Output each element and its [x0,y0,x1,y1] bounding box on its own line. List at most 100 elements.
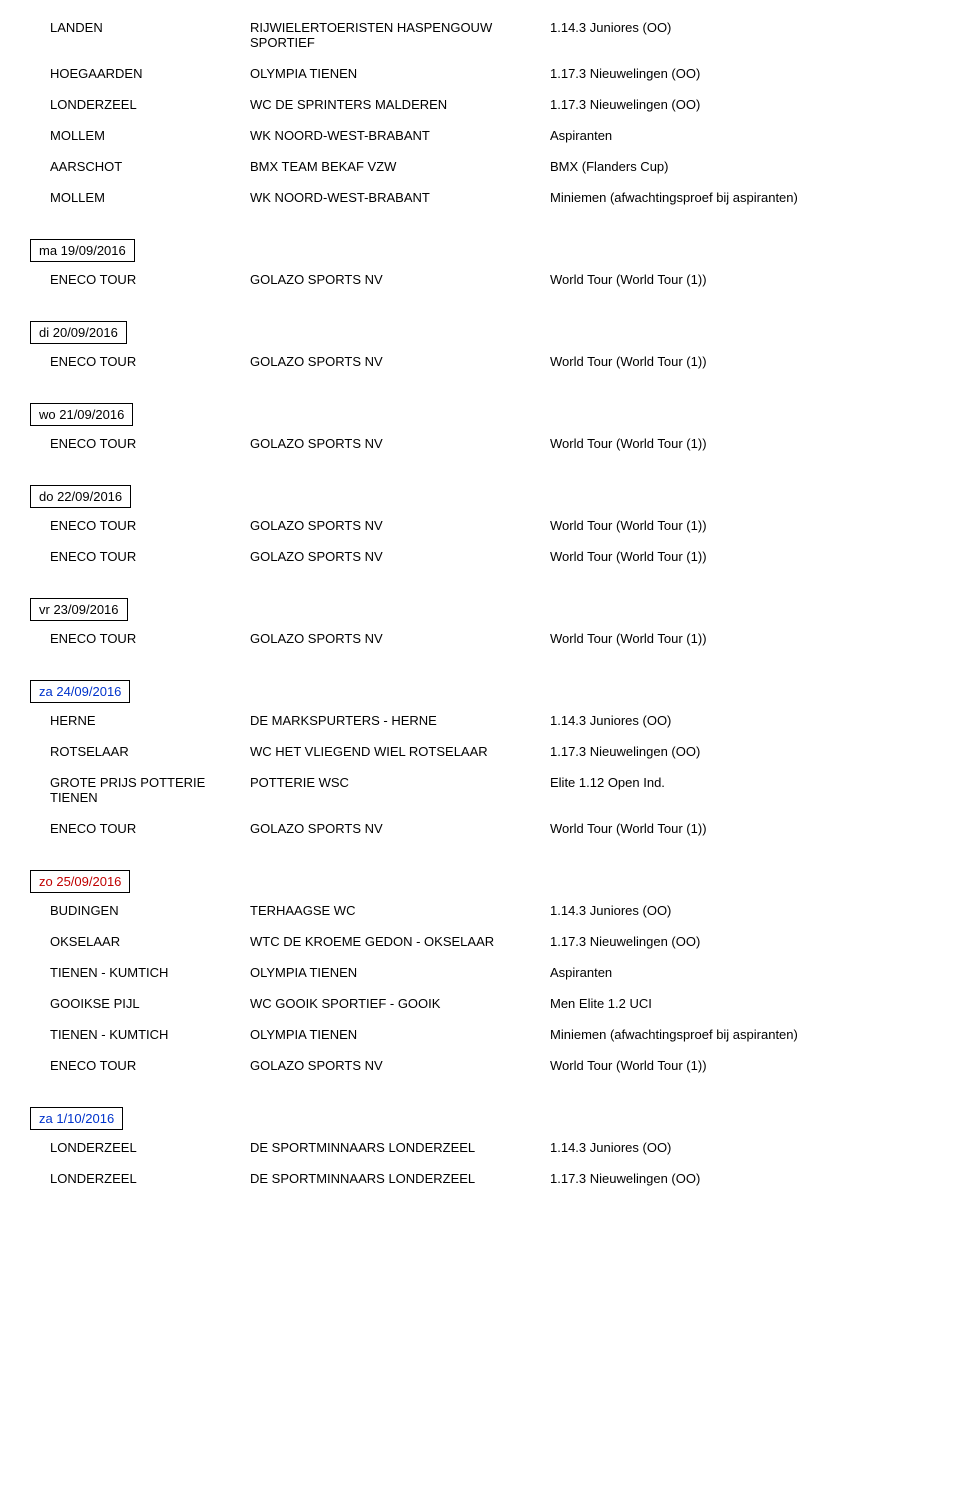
col-organizer: BMX TEAM BEKAF VZW [250,159,550,174]
table-row: LONDERZEELDE SPORTMINNAARS LONDERZEEL1.1… [30,1140,930,1155]
date-section: za 1/10/2016LONDERZEELDE SPORTMINNAARS L… [30,1089,930,1186]
col-location: HERNE [30,713,250,728]
table-row: ENECO TOURGOLAZO SPORTS NVWorld Tour (Wo… [30,518,930,533]
col-category: 1.17.3 Nieuwelingen (OO) [550,934,930,949]
col-location: HOEGAARDEN [30,66,250,81]
date-header: do 22/09/2016 [30,485,131,508]
col-category: 1.17.3 Nieuwelingen (OO) [550,744,930,759]
table-row: HOEGAARDENOLYMPIA TIENEN1.17.3 Nieuwelin… [30,66,930,81]
col-location: TIENEN - KUMTICH [30,965,250,980]
table-row: TIENEN - KUMTICHOLYMPIA TIENENMiniemen (… [30,1027,930,1042]
date-section: wo 21/09/2016 ENECO TOURGOLAZO SPORTS NVW… [30,385,930,451]
col-location: MOLLEM [30,128,250,143]
col-organizer: GOLAZO SPORTS NV [250,821,550,836]
col-category: Aspiranten [550,128,930,143]
col-category: World Tour (World Tour (1)) [550,518,930,533]
col-category: World Tour (World Tour (1)) [550,631,930,646]
col-location: BUDINGEN [30,903,250,918]
table-row: HERNEDE MARKSPURTERS - HERNE1.14.3 Junio… [30,713,930,728]
table-row: GROTE PRIJS POTTERIE TIENENPOTTERIE WSCE… [30,775,930,805]
date-header: vr 23/09/2016 [30,598,128,621]
date-header: wo 21/09/2016 [30,403,133,426]
col-location: ENECO TOUR [30,1058,250,1073]
col-organizer: GOLAZO SPORTS NV [250,518,550,533]
col-category: World Tour (World Tour (1)) [550,272,930,287]
col-organizer: WK NOORD-WEST-BRABANT [250,128,550,143]
table-row: ROTSELAARWC HET VLIEGEND WIEL ROTSELAAR1… [30,744,930,759]
col-category: 1.14.3 Juniores (OO) [550,1140,930,1155]
col-organizer: WC HET VLIEGEND WIEL ROTSELAAR [250,744,550,759]
col-organizer: OLYMPIA TIENEN [250,965,550,980]
col-category: World Tour (World Tour (1)) [550,436,930,451]
col-organizer: GOLAZO SPORTS NV [250,631,550,646]
col-organizer: WC GOOIK SPORTIEF - GOOIK [250,996,550,1011]
col-organizer: WC DE SPRINTERS MALDEREN [250,97,550,112]
table-row: BUDINGENTERHAAGSE WC1.14.3 Juniores (OO) [30,903,930,918]
date-header: zo 25/09/2016 [30,870,130,893]
col-organizer: OLYMPIA TIENEN [250,1027,550,1042]
col-organizer: GOLAZO SPORTS NV [250,549,550,564]
table-row: GOOIKSE PIJLWC GOOIK SPORTIEF - GOOIKMen… [30,996,930,1011]
col-category: Aspiranten [550,965,930,980]
col-category: BMX (Flanders Cup) [550,159,930,174]
col-organizer: DE SPORTMINNAARS LONDERZEEL [250,1140,550,1155]
date-section: za 24/09/2016 HERNEDE MARKSPURTERS - HERN… [30,662,930,836]
col-organizer: GOLAZO SPORTS NV [250,1058,550,1073]
date-section: di 20/09/2016 ENECO TOURGOLAZO SPORTS NVW… [30,303,930,369]
col-category: 1.14.3 Juniores (OO) [550,20,930,35]
col-organizer: GOLAZO SPORTS NV [250,272,550,287]
table-row: LANDENRIJWIELERTOERISTEN HASPENGOUW SPOR… [30,20,930,50]
col-category: 1.17.3 Nieuwelingen (OO) [550,97,930,112]
date-section: do 22/09/2016ENECO TOURGOLAZO SPORTS NVW… [30,467,930,564]
col-location: LONDERZEEL [30,1171,250,1186]
table-row: ENECO TOURGOLAZO SPORTS NVWorld Tour (Wo… [30,436,930,451]
col-location: ENECO TOUR [30,272,250,287]
col-category: 1.14.3 Juniores (OO) [550,713,930,728]
table-row: TIENEN - KUMTICHOLYMPIA TIENENAspiranten [30,965,930,980]
col-location: ENECO TOUR [30,549,250,564]
table-row: ENECO TOURGOLAZO SPORTS NVWorld Tour (Wo… [30,1058,930,1073]
table-row: ENECO TOURGOLAZO SPORTS NVWorld Tour (Wo… [30,821,930,836]
table-row: OKSELAARWTC DE KROEME GEDON - OKSELAAR1.… [30,934,930,949]
table-row: LONDERZEELWC DE SPRINTERS MALDEREN1.17.3… [30,97,930,112]
col-organizer: TERHAAGSE WC [250,903,550,918]
table-row: MOLLEMWK NOORD-WEST-BRABANTMiniemen (afw… [30,190,930,205]
col-category: 1.17.3 Nieuwelingen (OO) [550,66,930,81]
col-category: Miniemen (afwachtingsproef bij aspirante… [550,190,930,205]
col-location: LANDEN [30,20,250,35]
col-organizer: OLYMPIA TIENEN [250,66,550,81]
table-row: ENECO TOURGOLAZO SPORTS NVWorld Tour (Wo… [30,549,930,564]
date-section: vr 23/09/2016ENECO TOURGOLAZO SPORTS NVW… [30,580,930,646]
col-organizer: POTTERIE WSC [250,775,550,790]
col-location: LONDERZEEL [30,97,250,112]
col-category: World Tour (World Tour (1)) [550,549,930,564]
col-category: 1.17.3 Nieuwelingen (OO) [550,1171,930,1186]
col-category: World Tour (World Tour (1)) [550,1058,930,1073]
table-row: ENECO TOURGOLAZO SPORTS NVWorld Tour (Wo… [30,354,930,369]
date-header: za 24/09/2016 [30,680,130,703]
col-location: GOOIKSE PIJL [30,996,250,1011]
col-category: Elite 1.12 Open Ind. [550,775,930,790]
col-organizer: WTC DE KROEME GEDON - OKSELAAR [250,934,550,949]
col-location: GROTE PRIJS POTTERIE TIENEN [30,775,250,805]
col-location: ROTSELAAR [30,744,250,759]
col-location: AARSCHOT [30,159,250,174]
col-category: World Tour (World Tour (1)) [550,821,930,836]
col-location: ENECO TOUR [30,354,250,369]
col-location: MOLLEM [30,190,250,205]
col-category: 1.14.3 Juniores (OO) [550,903,930,918]
date-header: ma 19/09/2016 [30,239,135,262]
col-organizer: WK NOORD-WEST-BRABANT [250,190,550,205]
date-header: di 20/09/2016 [30,321,127,344]
col-location: LONDERZEEL [30,1140,250,1155]
col-category: World Tour (World Tour (1)) [550,354,930,369]
table-row: AARSCHOTBMX TEAM BEKAF VZWBMX (Flanders … [30,159,930,174]
col-category: Miniemen (afwachtingsproef bij aspirante… [550,1027,930,1042]
col-organizer: DE MARKSPURTERS - HERNE [250,713,550,728]
col-location: TIENEN - KUMTICH [30,1027,250,1042]
col-location: ENECO TOUR [30,518,250,533]
col-location: ENECO TOUR [30,821,250,836]
col-organizer: GOLAZO SPORTS NV [250,436,550,451]
col-location: OKSELAAR [30,934,250,949]
date-header: za 1/10/2016 [30,1107,123,1130]
